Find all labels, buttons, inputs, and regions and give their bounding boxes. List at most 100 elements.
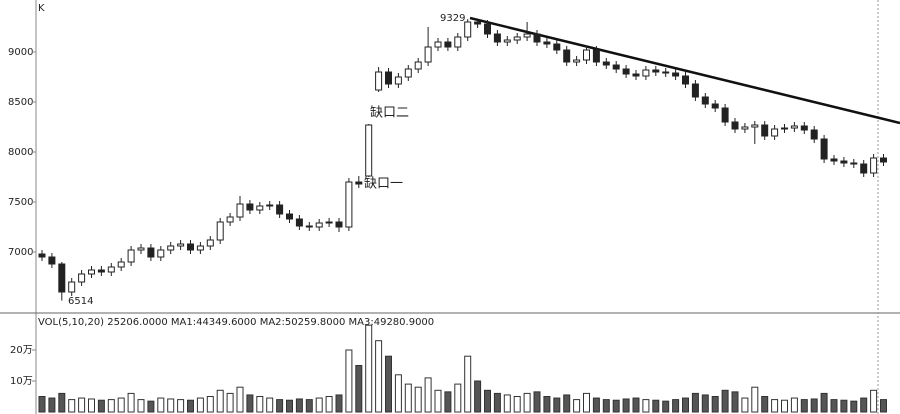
candle-body xyxy=(662,71,670,74)
volume-bar xyxy=(226,392,234,413)
volume-bar xyxy=(751,386,759,413)
candle-body xyxy=(880,157,887,163)
candle-body xyxy=(167,245,175,251)
candle-body xyxy=(137,247,145,251)
volume-bar xyxy=(563,394,571,413)
y-tick-label: 7500 xyxy=(8,197,33,208)
volume-bar xyxy=(325,396,333,413)
volume-bar xyxy=(830,399,838,413)
volume-bar xyxy=(236,386,244,413)
candle-body xyxy=(424,46,432,63)
candle-body xyxy=(781,127,788,130)
volume-bar xyxy=(622,398,630,413)
y-tick-label: 7000 xyxy=(8,247,33,258)
volume-bar xyxy=(97,399,105,413)
candle-body xyxy=(800,125,808,131)
candle-body xyxy=(355,181,363,185)
candle-body xyxy=(335,221,343,228)
volume-bar xyxy=(216,389,224,413)
candle-body xyxy=(632,73,640,77)
volume-bar xyxy=(355,365,363,413)
candle-body xyxy=(830,158,838,162)
annotation: 9329 xyxy=(440,13,465,24)
candle-body xyxy=(266,204,274,207)
candle-body xyxy=(583,49,590,61)
volume-bar xyxy=(484,389,491,413)
volume-header: VOL(5,10,20) 25206.0000 MA1:44349.6000 M… xyxy=(38,317,434,328)
volume-bar xyxy=(642,399,650,413)
volume-bar xyxy=(286,399,293,413)
candle-body xyxy=(622,68,630,75)
volume-bar xyxy=(850,400,858,413)
volume-bar xyxy=(375,340,383,413)
volume-bar xyxy=(107,399,115,413)
volume-bar xyxy=(256,396,264,413)
volume-bar xyxy=(404,383,412,413)
candle-body xyxy=(870,157,878,174)
candle-body xyxy=(652,69,660,73)
candle-body xyxy=(38,253,46,258)
volume-bar xyxy=(632,397,640,413)
volume-bar xyxy=(117,397,125,413)
volume-bar xyxy=(860,397,868,413)
volume-bar xyxy=(266,397,274,413)
candle-body xyxy=(790,125,798,129)
candle-body xyxy=(127,249,135,263)
volume-bar xyxy=(662,400,670,413)
volume-bar xyxy=(701,394,709,413)
candle-body xyxy=(276,204,284,215)
candle-body xyxy=(761,124,769,137)
volume-bar xyxy=(503,394,511,413)
volume-bar xyxy=(810,398,818,413)
candle-body xyxy=(592,49,600,63)
candle-body xyxy=(385,71,392,85)
volume-bar xyxy=(870,389,878,413)
volume-bar xyxy=(157,397,165,413)
volume-bar xyxy=(48,397,56,413)
candle-body xyxy=(454,36,462,48)
volume-bar xyxy=(761,396,769,413)
volume-bar xyxy=(464,355,472,413)
volume-bar xyxy=(177,399,185,413)
candle-body xyxy=(68,281,76,293)
candle-body xyxy=(642,69,650,77)
candle-body xyxy=(602,61,610,66)
volume-bar xyxy=(592,397,600,413)
volume-bar xyxy=(335,394,343,413)
candle-body xyxy=(286,213,293,220)
candle-body xyxy=(444,41,452,48)
volume-bar xyxy=(800,399,808,413)
candle-body xyxy=(810,129,818,140)
volume-bar xyxy=(424,377,432,413)
candle-body xyxy=(771,128,779,137)
candle-body xyxy=(543,41,551,45)
volume-bar xyxy=(721,389,729,413)
volume-bar xyxy=(414,386,422,413)
volume-bar xyxy=(880,399,887,413)
candle-body xyxy=(97,269,105,273)
trend-line xyxy=(469,16,900,125)
candle-body xyxy=(850,162,858,165)
volume-bar xyxy=(741,397,749,413)
annotation: 缺口一 xyxy=(364,177,403,192)
volume-bar xyxy=(790,397,798,413)
volume-bar xyxy=(68,399,76,413)
candle-body xyxy=(672,72,680,77)
volume-bar xyxy=(771,399,779,413)
candle-body xyxy=(533,33,541,43)
candle-body xyxy=(741,126,749,130)
volume-bar xyxy=(493,392,501,413)
volume-bar xyxy=(196,397,204,413)
candle-body xyxy=(236,203,244,218)
candle-body xyxy=(484,23,491,35)
volume-bar xyxy=(305,399,313,413)
candle-body xyxy=(434,41,442,48)
candle-body xyxy=(147,247,155,258)
candle-body xyxy=(157,249,165,258)
candle-body xyxy=(553,43,561,51)
candle-body xyxy=(365,124,373,177)
volume-bar xyxy=(137,399,145,413)
volume-bar xyxy=(147,400,155,413)
candle-body xyxy=(177,243,185,247)
